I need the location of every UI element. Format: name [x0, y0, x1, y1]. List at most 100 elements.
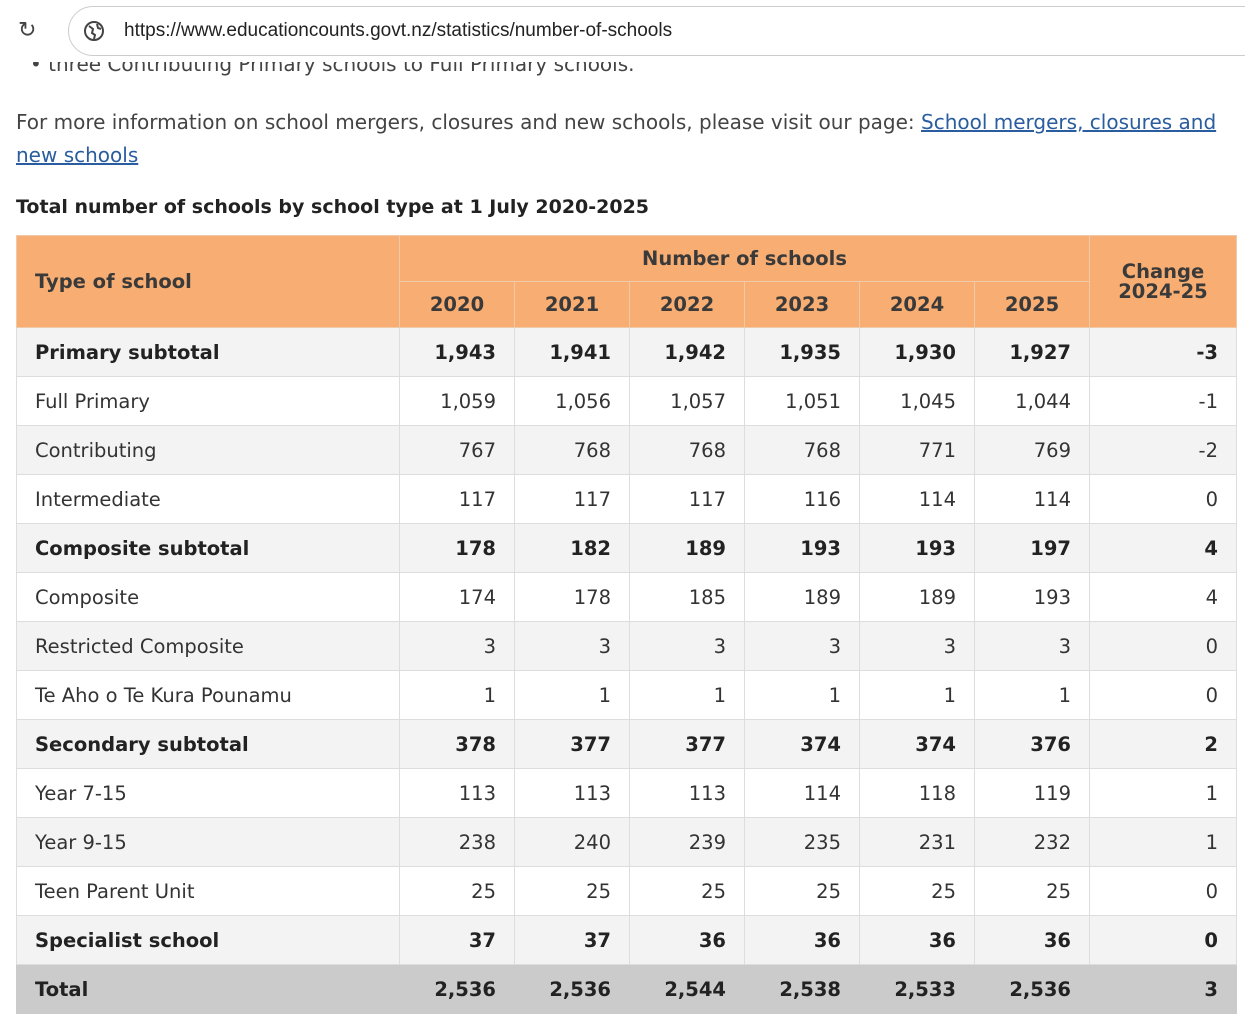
- value-cell: 374: [744, 719, 860, 769]
- value-cell: 1: [514, 670, 630, 720]
- value-cell: 238: [399, 817, 515, 867]
- value-cell: 768: [744, 425, 860, 475]
- value-cell: 1: [399, 670, 515, 720]
- change-cell: 2: [1089, 719, 1237, 769]
- type-header: Type of school: [16, 235, 400, 328]
- table-row: Specialist school 37 37 36 36 36 36 0: [16, 915, 1237, 965]
- value-cell: 3: [974, 621, 1090, 671]
- row-label: Primary subtotal: [16, 327, 400, 377]
- value-cell: 189: [859, 572, 975, 622]
- change-cell: -2: [1089, 425, 1237, 475]
- value-cell: 117: [514, 474, 630, 524]
- value-cell: 25: [974, 866, 1090, 916]
- value-cell: 25: [629, 866, 745, 916]
- value-cell: 2,536: [514, 964, 630, 1014]
- reload-icon[interactable]: ↻: [18, 18, 37, 43]
- value-cell: 36: [629, 915, 745, 965]
- table-row: Restricted Composite 3 3 3 3 3 3 0: [16, 621, 1237, 671]
- change-cell: -1: [1089, 376, 1237, 426]
- value-cell: 235: [744, 817, 860, 867]
- table-row: Contributing 767 768 768 768 771 769 -2: [16, 425, 1237, 475]
- para-text: For more information on school mergers, …: [16, 110, 922, 134]
- value-cell: 189: [744, 572, 860, 622]
- value-cell: 182: [514, 523, 630, 573]
- value-cell: 1,927: [974, 327, 1090, 377]
- value-cell: 193: [974, 572, 1090, 622]
- row-label: Secondary subtotal: [16, 719, 400, 769]
- row-label: Intermediate: [16, 474, 400, 524]
- value-cell: 117: [629, 474, 745, 524]
- value-cell: 1,942: [629, 327, 745, 377]
- year-header: 2022: [629, 281, 745, 328]
- table-row: Primary subtotal 1,943 1,941 1,942 1,935 1,93…: [16, 327, 1237, 377]
- value-cell: 3: [399, 621, 515, 671]
- change-cell: 4: [1089, 523, 1237, 573]
- value-cell: 2,536: [399, 964, 515, 1014]
- change-cell: -3: [1089, 327, 1237, 377]
- value-cell: 37: [399, 915, 515, 965]
- address-bar[interactable]: https://www.educationcounts.govt.nz/stat…: [68, 6, 1245, 56]
- value-cell: 377: [629, 719, 745, 769]
- info-paragraph: For more information on school mergers, …: [16, 106, 1241, 172]
- year-header: 2025: [974, 281, 1090, 328]
- year-header: 2024: [859, 281, 975, 328]
- table-row: Composite 174 178 185 189 189 193 4: [16, 572, 1237, 622]
- value-cell: 185: [629, 572, 745, 622]
- table-row: Year 9-15 238 240 239 235 231 232 1: [16, 817, 1237, 867]
- value-cell: 118: [859, 768, 975, 818]
- browser-toolbar: ↻ https://www.educationcounts.govt.nz/st…: [0, 0, 1245, 62]
- value-cell: 1: [974, 670, 1090, 720]
- value-cell: 3: [629, 621, 745, 671]
- value-cell: 1,044: [974, 376, 1090, 426]
- value-cell: 197: [974, 523, 1090, 573]
- row-label: Full Primary: [16, 376, 400, 426]
- value-cell: 113: [514, 768, 630, 818]
- change-cell: 1: [1089, 768, 1237, 818]
- change-cell: 0: [1089, 621, 1237, 671]
- value-cell: 3: [744, 621, 860, 671]
- value-cell: 116: [744, 474, 860, 524]
- value-cell: 25: [744, 866, 860, 916]
- row-label: Restricted Composite: [16, 621, 400, 671]
- change-cell: 3: [1089, 964, 1237, 1014]
- schools-table: Type of school Number of schools Change …: [16, 235, 1237, 1014]
- change-cell: 0: [1089, 670, 1237, 720]
- mergers-link[interactable]: School mergers, closures and new schools: [16, 110, 1217, 167]
- table-row: Year 7-15 113 113 113 114 118 119 1: [16, 768, 1237, 818]
- value-cell: 114: [744, 768, 860, 818]
- table-row: Composite subtotal 178 182 189 193 193 197 4: [16, 523, 1237, 573]
- row-label: Teen Parent Unit: [16, 866, 400, 916]
- value-cell: 25: [859, 866, 975, 916]
- value-cell: 2,538: [744, 964, 860, 1014]
- value-cell: 1: [859, 670, 975, 720]
- value-cell: 1: [744, 670, 860, 720]
- value-cell: 376: [974, 719, 1090, 769]
- row-label: Composite subtotal: [16, 523, 400, 573]
- value-cell: 1: [629, 670, 745, 720]
- value-cell: 174: [399, 572, 515, 622]
- value-cell: 1,059: [399, 376, 515, 426]
- row-label: Specialist school: [16, 915, 400, 965]
- value-cell: 37: [514, 915, 630, 965]
- number-header: Number of schools: [399, 235, 1090, 282]
- value-cell: 117: [399, 474, 515, 524]
- value-cell: 1,045: [859, 376, 975, 426]
- url-text[interactable]: https://www.educationcounts.govt.nz/stat…: [124, 20, 673, 41]
- row-label: Year 9-15: [16, 817, 400, 867]
- row-label: Total: [16, 964, 400, 1014]
- value-cell: 1,056: [514, 376, 630, 426]
- value-cell: 193: [744, 523, 860, 573]
- value-cell: 232: [974, 817, 1090, 867]
- value-cell: 193: [859, 523, 975, 573]
- value-cell: 374: [859, 719, 975, 769]
- value-cell: 25: [514, 866, 630, 916]
- value-cell: 178: [514, 572, 630, 622]
- value-cell: 119: [974, 768, 1090, 818]
- value-cell: 36: [859, 915, 975, 965]
- value-cell: 114: [859, 474, 975, 524]
- value-cell: 2,533: [859, 964, 975, 1014]
- value-cell: 36: [974, 915, 1090, 965]
- table-row: Te Aho o Te Kura Pounamu 1 1 1 1 1 1 0: [16, 670, 1237, 720]
- table-caption: Total number of schools by school type a…: [16, 196, 650, 218]
- table-row: Teen Parent Unit 25 25 25 25 25 25 0: [16, 866, 1237, 916]
